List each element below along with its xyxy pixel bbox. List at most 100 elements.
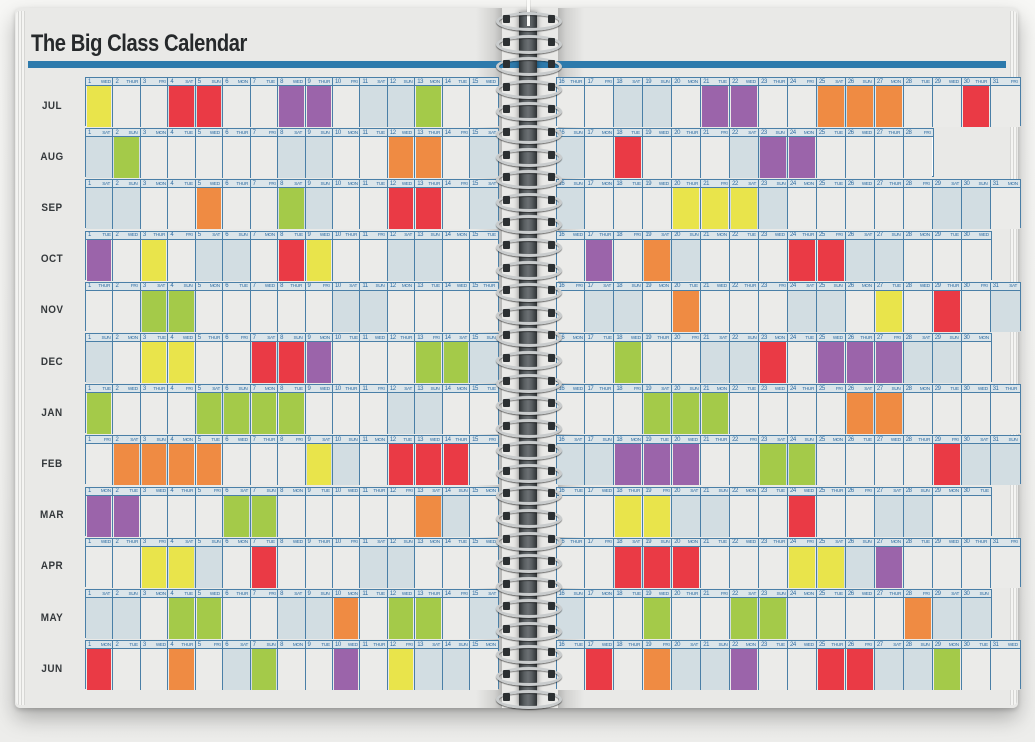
coil-wire: [496, 79, 562, 99]
day-number: 17: [587, 180, 594, 187]
day-weekday: TUE: [102, 386, 111, 392]
day-cell-OCT-1: [86, 239, 114, 281]
day-header-FEB-6: 6 WED: [223, 436, 251, 444]
day-weekday: SUN: [891, 386, 901, 392]
punch-hole-right: [548, 534, 555, 543]
punch-hole-left: [503, 353, 510, 362]
day-weekday: WED: [803, 642, 814, 648]
day-header-MAY-29: 29 SAT: [933, 590, 962, 597]
event-block-yellow: [169, 546, 194, 588]
event-block-green: [673, 393, 700, 435]
day-header-AUG-3: 3 MON: [141, 129, 169, 137]
day-number: 9: [307, 641, 311, 648]
day-cell-MAY-19: [643, 598, 673, 639]
day-weekday: THUR: [483, 283, 496, 289]
day-header-MAR-23: 23 TUE: [759, 487, 788, 495]
day-header-JUN-16: 16 TUE: [557, 641, 586, 649]
spiral-coil: [494, 665, 564, 687]
day-number: 19: [645, 78, 652, 85]
day-number: 23: [761, 385, 767, 392]
event-block-red: [388, 444, 414, 486]
day-cell-AUG-14: [442, 137, 471, 179]
day-number: 9: [307, 590, 311, 597]
day-weekday: WED: [861, 130, 872, 136]
day-cell-DEC-18: [614, 342, 644, 383]
day-header-MAY-22: 22 SAT: [730, 590, 760, 597]
day-number: 14: [444, 129, 451, 136]
day-cell-DEC-7: [250, 342, 279, 383]
event-block-purple: [87, 239, 112, 281]
day-header-JUL-25: 25 SAT: [817, 78, 846, 85]
day-cell-OCT-23: [759, 239, 788, 281]
day-number: 23: [761, 436, 767, 443]
day-header-NOV-23: 23 FRI: [759, 282, 788, 290]
day-cell-NOV-22: [730, 290, 760, 332]
day-number: 16: [558, 488, 565, 495]
day-weekday: THUR: [831, 642, 843, 648]
day-header-JUN-28: 28 SUN: [904, 641, 933, 649]
month-band-FEB-left: 1 FRI 2 SAT 3 SUN 4 MON 5 TUE 6 WED 7 THUR 8 FRI 9 SAT 10 S…: [85, 435, 499, 486]
day-header-MAR-6: 6 SAT: [223, 487, 251, 495]
day-number: 14: [444, 78, 451, 85]
day-cell-NOV-27: [874, 290, 904, 332]
day-cell-JAN-7: [250, 393, 279, 435]
day-number: 7: [252, 334, 256, 341]
day-cell-JAN-21: [701, 393, 731, 435]
day-weekday: SUN: [718, 488, 728, 494]
day-weekday: SUN: [573, 130, 583, 136]
day-weekday: MON: [659, 283, 670, 289]
day-weekday: WED: [292, 539, 303, 545]
day-cell-AUG-8: [278, 137, 306, 179]
day-number: 31: [992, 180, 999, 187]
day-header-JAN-3: 3 THUR: [141, 385, 169, 393]
event-block-yellow: [702, 188, 729, 230]
day-weekday: SUN: [862, 539, 872, 545]
day-weekday: SUN: [833, 283, 843, 289]
day-weekday: MON: [347, 130, 358, 136]
day-header-FEB-18: 18 MON: [614, 436, 644, 444]
day-weekday: SAT: [267, 335, 276, 340]
day-header-JUN-7: 7 SUN: [251, 641, 279, 649]
day-cell-SEP-24: [788, 188, 817, 230]
event-block-red: [673, 546, 700, 588]
month-band-SEP-left: 1 SAT 2 SUN 3 MON 4 TUE 5 WED 6 THUR 7 FRI 8 SAT 9 SUN 10 M…: [85, 179, 499, 230]
day-cell-NOV-10: [332, 290, 361, 332]
day-number: 27: [876, 180, 883, 187]
day-cell-FEB-10: [332, 444, 361, 486]
day-weekday: SUN: [238, 232, 248, 238]
day-number: 2: [115, 436, 119, 443]
day-number: 17: [587, 385, 594, 392]
day-cell-NOV-9: [305, 290, 333, 332]
day-weekday: THUR: [153, 386, 166, 392]
day-weekday: FRI: [103, 437, 111, 443]
day-number: 9: [307, 385, 311, 392]
day-number: 8: [280, 539, 283, 546]
day-weekday: TUE: [348, 335, 358, 340]
punch-hole-left: [503, 331, 510, 340]
day-header-APR-2: 2 THUR: [113, 538, 141, 546]
day-number: 14: [444, 232, 451, 239]
day-header-JUL-27: 27 MON: [875, 78, 904, 85]
day-number: 18: [616, 385, 623, 392]
day-number: 26: [847, 385, 854, 392]
day-cell-JAN-22: [730, 393, 760, 435]
day-number: 4: [170, 232, 174, 239]
day-cell-MAY-5: [195, 598, 224, 639]
day-weekday: SAT: [130, 437, 138, 443]
day-weekday: TUE: [979, 642, 988, 648]
day-weekday: WED: [347, 642, 358, 648]
day-number: 19: [645, 334, 652, 341]
day-number: 11: [362, 283, 368, 290]
day-header-JUN-9: 9 TUE: [306, 641, 333, 649]
day-weekday: SAT: [1009, 283, 1018, 289]
event-block-red: [644, 546, 671, 588]
day-weekday: MON: [803, 130, 814, 136]
day-number: 9: [307, 283, 311, 290]
day-cell-NOV-5: [195, 290, 224, 332]
day-weekday: WED: [457, 283, 468, 289]
punch-hole-left: [503, 444, 510, 453]
spiral-coil: [494, 123, 564, 144]
day-weekday: SAT: [690, 642, 699, 648]
day-weekday: FRI: [720, 591, 728, 596]
day-cell-DEC-4: [168, 342, 196, 383]
